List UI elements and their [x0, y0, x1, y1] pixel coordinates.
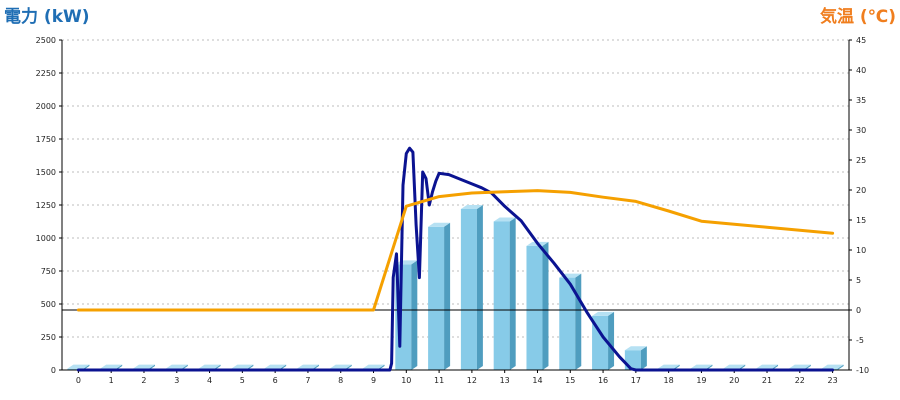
left-tick-label: 0 [51, 366, 56, 375]
right-tick-label: 45 [856, 36, 866, 45]
x-tick-label: 13 [500, 376, 510, 385]
bar-series [67, 204, 844, 370]
x-tick-label: 16 [598, 376, 608, 385]
left-tick-label: 1500 [36, 168, 56, 177]
right-tick-label: 40 [856, 66, 866, 75]
right-tick-label: 15 [856, 216, 866, 225]
x-tick-label: 2 [141, 376, 146, 385]
bar [460, 204, 483, 370]
x-tick-label: 18 [664, 376, 674, 385]
bar [526, 241, 549, 370]
x-tick-label: 15 [565, 376, 575, 385]
x-tick-label: 22 [795, 376, 805, 385]
right-tick-label: 35 [856, 96, 866, 105]
x-tick-label: 8 [338, 376, 343, 385]
right-axis-title: 気温 (℃) [819, 6, 896, 27]
x-tick-label: 20 [729, 376, 739, 385]
tick-labels: 02505007501000125015001750200022502500-1… [36, 36, 869, 385]
left-tick-label: 250 [41, 333, 56, 342]
power-line [76, 146, 835, 372]
bar [428, 222, 451, 370]
line-series [76, 146, 835, 372]
right-tick-label: 0 [856, 306, 861, 315]
left-axis-title: 電力 (kW) [4, 6, 90, 27]
right-tick-label: 20 [856, 186, 866, 195]
x-tick-label: 17 [631, 376, 641, 385]
bar [559, 273, 582, 370]
gridlines [62, 39, 849, 338]
right-tick-label: -5 [856, 336, 864, 345]
x-tick-label: 3 [174, 376, 179, 385]
x-tick-label: 19 [696, 376, 706, 385]
right-tick-label: -10 [856, 366, 869, 375]
left-tick-label: 1750 [36, 135, 56, 144]
left-tick-label: 500 [41, 300, 56, 309]
right-tick-label: 25 [856, 156, 866, 165]
right-tick-label: 30 [856, 126, 866, 135]
x-tick-label: 21 [762, 376, 772, 385]
axes [59, 39, 852, 373]
bar [493, 217, 516, 370]
x-tick-label: 5 [240, 376, 245, 385]
left-tick-label: 2500 [36, 36, 56, 45]
x-tick-label: 6 [273, 376, 278, 385]
left-tick-label: 750 [41, 267, 56, 276]
x-tick-label: 4 [207, 376, 212, 385]
left-tick-label: 2000 [36, 102, 56, 111]
x-tick-label: 9 [371, 376, 376, 385]
x-tick-label: 23 [828, 376, 838, 385]
x-tick-label: 11 [434, 376, 444, 385]
left-tick-label: 2250 [36, 69, 56, 78]
x-tick-label: 7 [305, 376, 310, 385]
x-tick-label: 12 [467, 376, 477, 385]
bar [592, 311, 615, 370]
x-tick-label: 14 [532, 376, 542, 385]
x-tick-label: 1 [109, 376, 114, 385]
left-tick-label: 1000 [36, 234, 56, 243]
right-tick-label: 5 [856, 276, 861, 285]
x-tick-label: 10 [401, 376, 411, 385]
temperature-line [76, 189, 835, 312]
left-tick-label: 1250 [36, 201, 56, 210]
right-tick-label: 10 [856, 246, 866, 255]
x-tick-label: 0 [76, 376, 81, 385]
